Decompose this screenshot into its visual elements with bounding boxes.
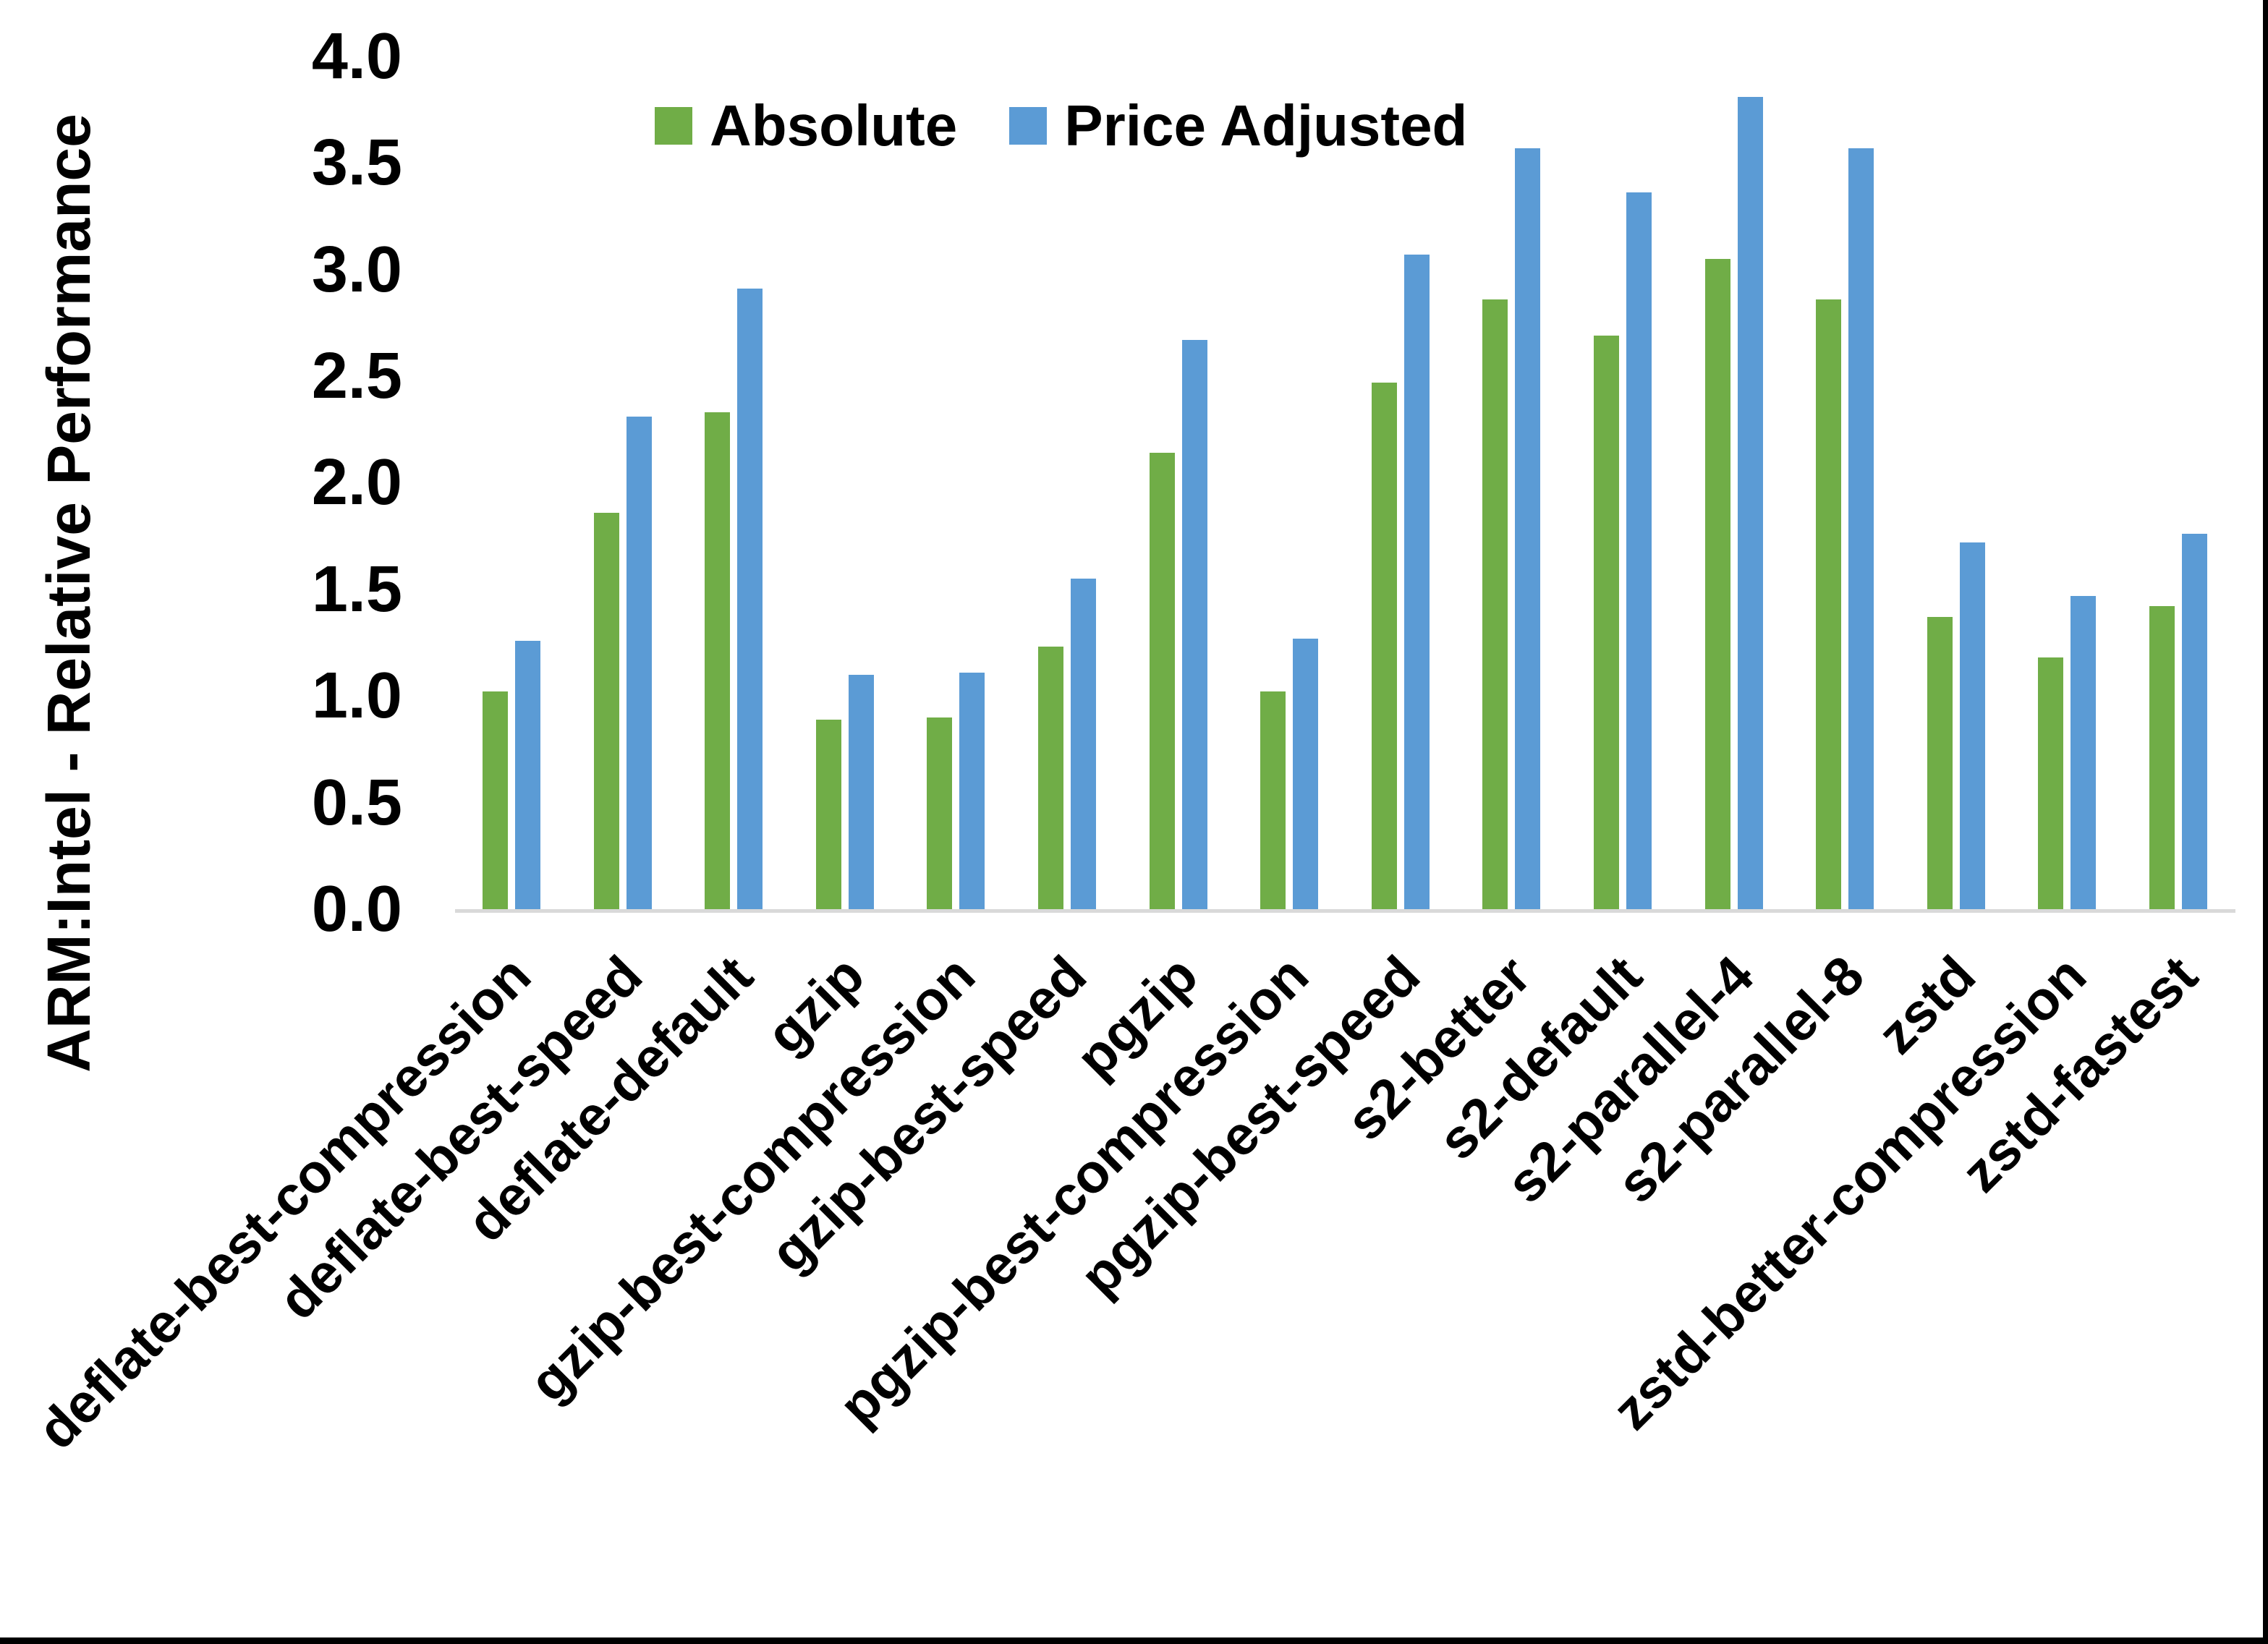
y-tick-label: 2.5	[311, 340, 402, 412]
legend-label-absolute: Absolute	[710, 93, 958, 158]
bar-absolute-pgzip-best-speed	[1371, 382, 1397, 909]
bar-price-adjusted-gzip-best-speed	[1071, 579, 1096, 909]
bar-absolute-zstd-better-compression	[2038, 657, 2064, 909]
y-tick-label: 1.0	[311, 660, 402, 733]
bar-price-adjusted-deflate-best-compression	[515, 640, 540, 909]
bar-price-adjusted-pgzip-best-compression	[1293, 638, 1319, 909]
bar-price-adjusted-pgzip-best-speed	[1403, 254, 1430, 909]
bar-absolute-deflate-best-speed	[593, 512, 619, 909]
y-tick-label: 0.0	[311, 873, 402, 945]
bar-absolute-deflate-best-compression	[483, 691, 508, 909]
bar-absolute-zstd-fastest	[2149, 606, 2175, 909]
bar-absolute-deflate-default	[705, 412, 731, 909]
bar-absolute-gzip-best-compression	[927, 717, 953, 909]
bar-absolute-s2-parallel-8	[1816, 299, 1842, 909]
y-tick-label: 2.0	[311, 446, 402, 519]
bar-price-adjusted-zstd	[1959, 542, 1985, 909]
bar-absolute-gzip-best-speed	[1038, 647, 1063, 909]
legend-label-price-adjusted: Price Adjusted	[1064, 93, 1468, 158]
legend-item-absolute: Absolute	[655, 93, 957, 159]
y-tick-label: 4.0	[311, 20, 402, 93]
bar-absolute-zstd	[1927, 617, 1953, 909]
bar-price-adjusted-gzip	[848, 674, 874, 909]
bar-absolute-gzip	[815, 719, 841, 909]
y-tick-label: 0.5	[311, 766, 402, 839]
bar-price-adjusted-s2-parallel-4	[1737, 96, 1763, 909]
x-axis-line	[455, 909, 2235, 913]
bar-price-adjusted-s2-parallel-8	[1848, 148, 1874, 909]
legend-item-price-adjusted: Price Adjusted	[1009, 93, 1467, 159]
bar-price-adjusted-zstd-fastest	[2182, 534, 2207, 909]
bar-absolute-pgzip	[1149, 453, 1175, 909]
y-tick-label: 3.0	[311, 233, 402, 306]
bar-price-adjusted-s2-default	[1626, 192, 1652, 909]
bar-absolute-s2-parallel-4	[1704, 258, 1730, 909]
bar-absolute-pgzip-best-compression	[1260, 691, 1286, 909]
y-tick-label: 1.5	[311, 553, 402, 626]
y-tick-label: 3.5	[311, 127, 402, 200]
y-axis-title: ARM:Intel - Relative Performance	[35, 114, 103, 1073]
legend: Absolute Price Adjusted	[655, 93, 1467, 159]
legend-swatch-absolute-icon	[655, 107, 692, 145]
legend-swatch-price-adjusted-icon	[1009, 107, 1048, 145]
bar-absolute-s2-better	[1482, 299, 1508, 909]
bar-price-adjusted-pgzip	[1181, 339, 1207, 909]
bar-absolute-s2-default	[1594, 335, 1619, 909]
bar-price-adjusted-deflate-best-speed	[626, 417, 652, 909]
bar-price-adjusted-s2-better	[1515, 148, 1541, 909]
bar-price-adjusted-gzip-best-compression	[959, 672, 985, 909]
bar-price-adjusted-zstd-better-compression	[2070, 595, 2097, 909]
bar-price-adjusted-deflate-default	[737, 289, 763, 909]
